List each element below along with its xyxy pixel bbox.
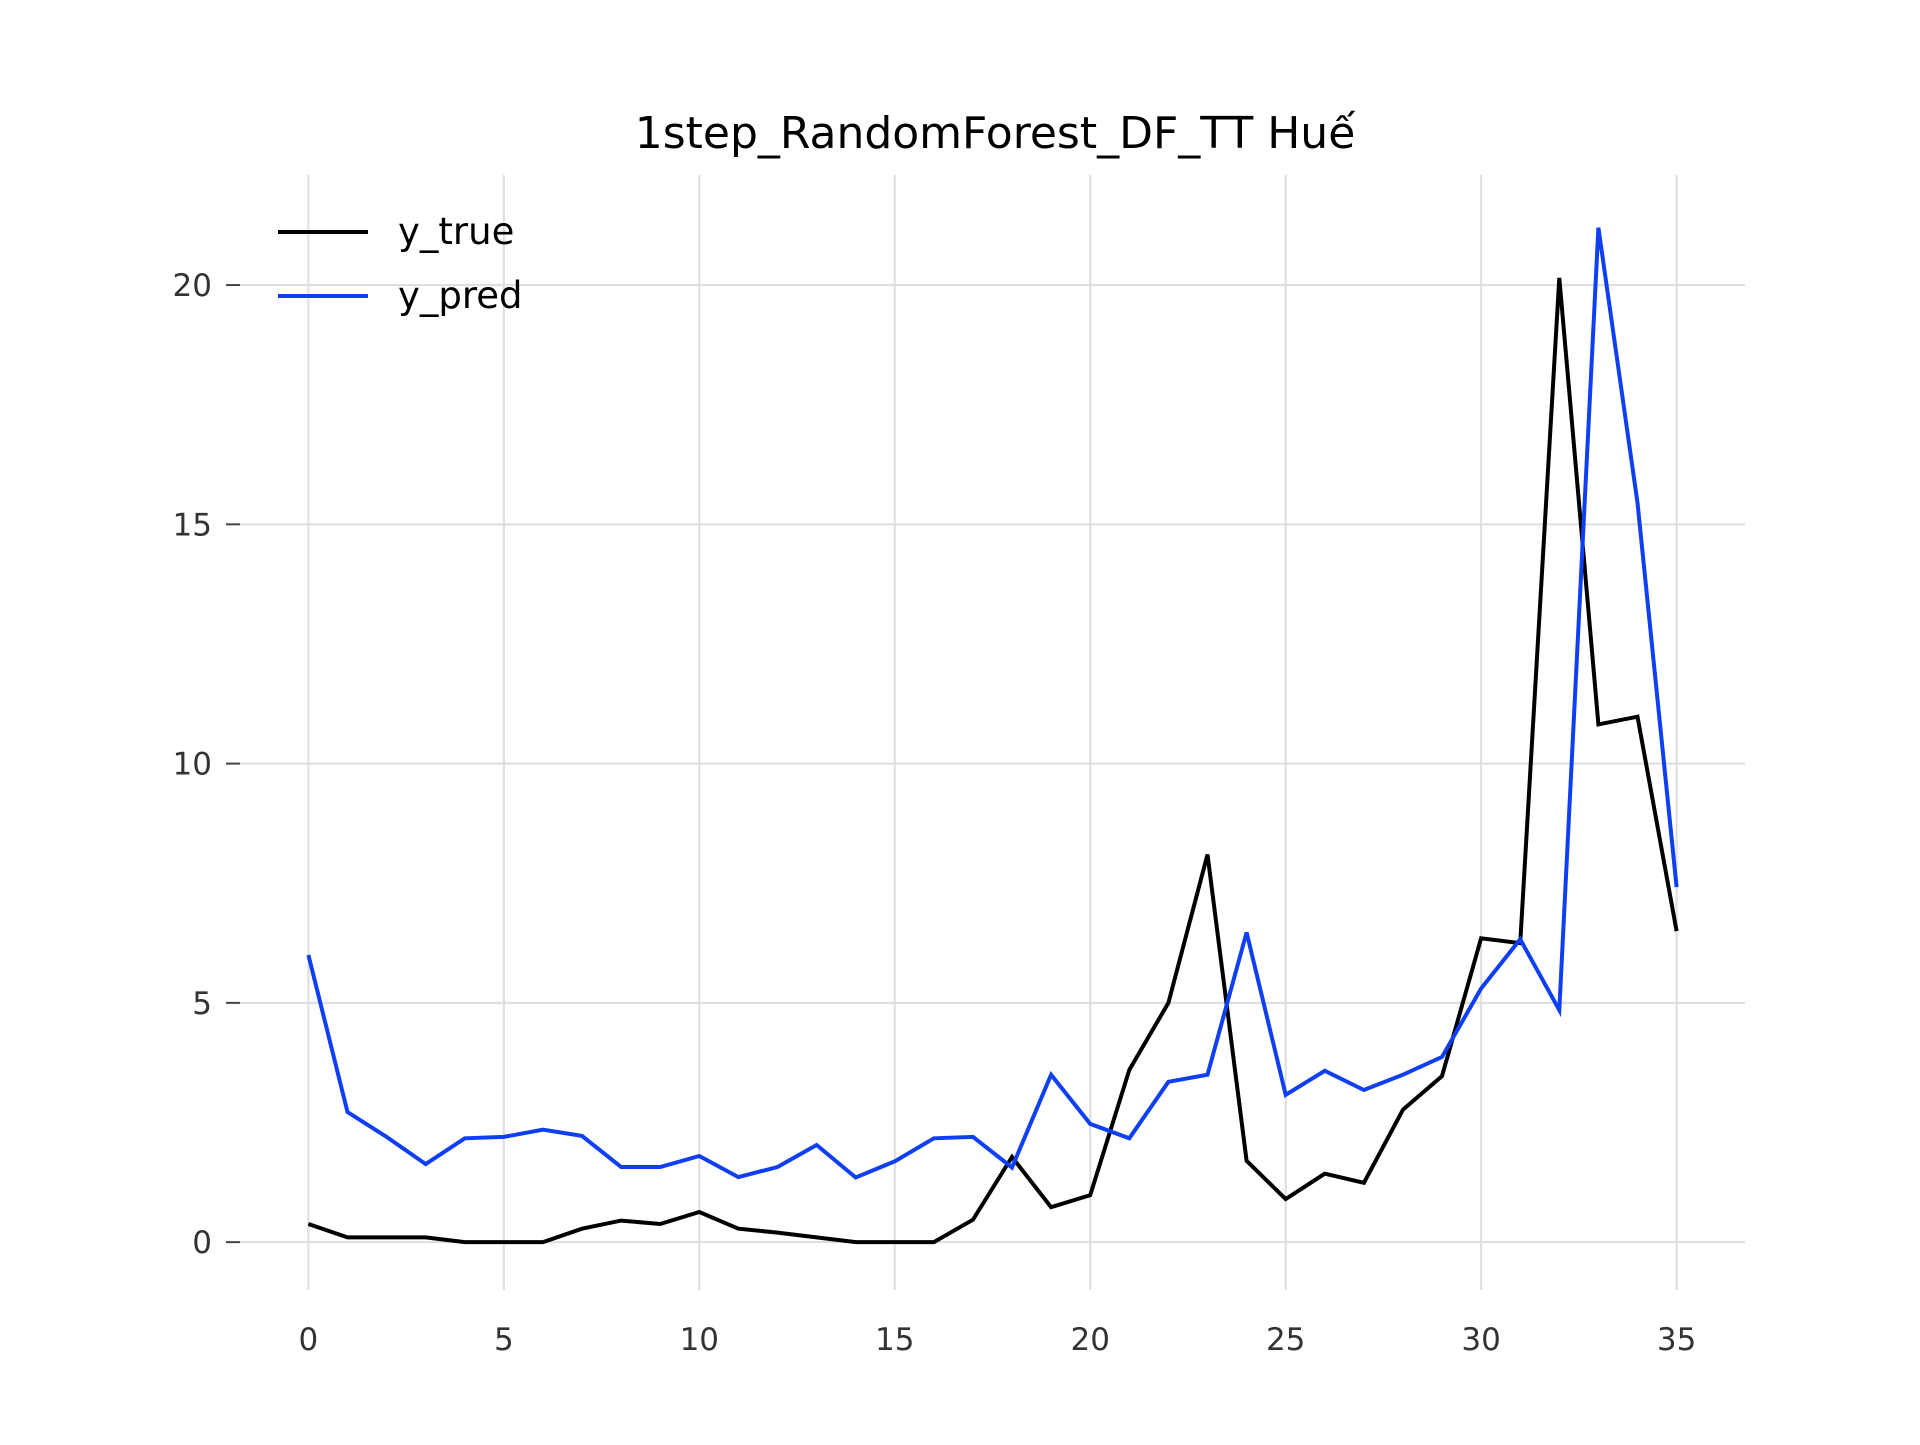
x-tick-label: 25 — [1266, 1322, 1305, 1358]
series-lines — [306, 227, 1679, 1245]
x-tick-label: 5 — [494, 1322, 514, 1358]
x-tick-label: 0 — [299, 1322, 319, 1358]
y-tick-label: 20 — [173, 268, 212, 304]
y-tick-label: 10 — [173, 747, 212, 783]
series-line-y-pred — [306, 227, 1679, 1180]
x-tick-label: 20 — [1071, 1322, 1110, 1358]
chart-title: 1step_RandomForest_DF_TT Huế — [635, 108, 1356, 159]
series-line-y-true — [307, 277, 1679, 1245]
x-tick-label: 15 — [875, 1322, 914, 1358]
x-tick-label: 35 — [1657, 1322, 1696, 1358]
legend-label-y-pred: y_pred — [398, 274, 523, 317]
x-tick-label: 10 — [680, 1322, 719, 1358]
axis-ticks: 0 5 10 15 20 25 30 35 0 5 10 15 20 — [173, 268, 1697, 1358]
grid-lines — [240, 175, 1745, 1290]
y-tick-label: 15 — [173, 507, 212, 543]
x-tick-label: 30 — [1461, 1322, 1500, 1358]
y-tick-label: 0 — [192, 1225, 212, 1261]
y-tick-label: 5 — [192, 986, 212, 1022]
legend: y_true y_pred — [278, 210, 523, 317]
legend-label-y-true: y_true — [398, 210, 514, 253]
